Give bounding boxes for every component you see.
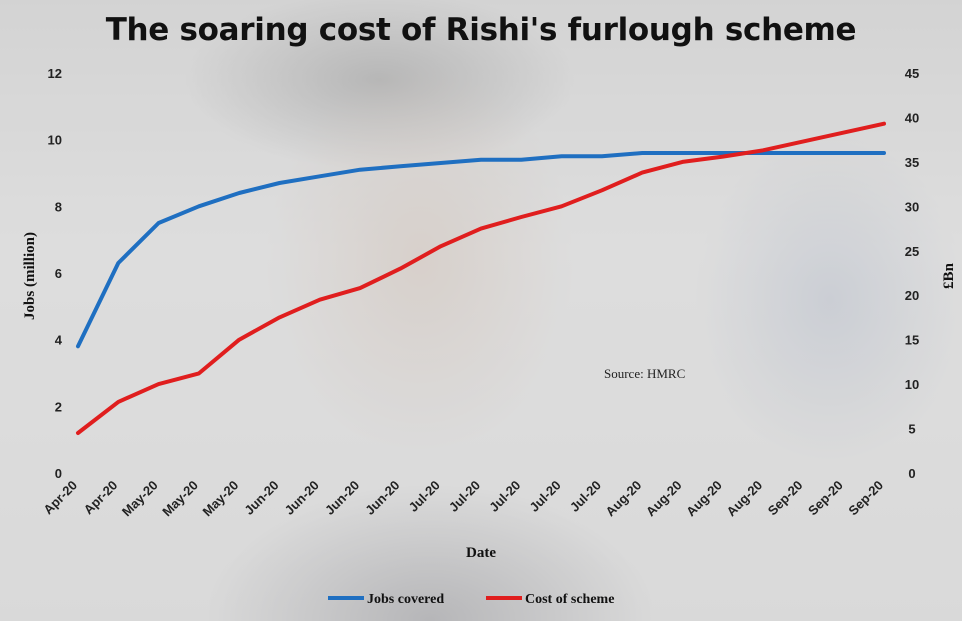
chart-title: The soaring cost of Rishi's furlough sch… <box>105 12 857 48</box>
x-tick-label: Apr-20 <box>40 478 80 518</box>
y2-tick-label: 40 <box>905 110 919 125</box>
left-axis-ticks: 0 2 4 6 8 10 12 <box>48 66 63 481</box>
y2-axis-title: £Bn <box>941 262 957 289</box>
x-tick-label: Aug-20 <box>603 478 645 520</box>
series-lines <box>76 121 886 435</box>
y2-tick-label: 0 <box>908 466 915 481</box>
x-axis-title: Date <box>466 545 496 561</box>
y2-tick-label: 5 <box>908 422 915 437</box>
x-tick-label: May-20 <box>159 478 201 520</box>
x-tick-label: Jul-20 <box>446 478 483 515</box>
source-annotation: Source: HMRC <box>604 366 685 381</box>
x-tick-label: May-20 <box>200 478 242 520</box>
y-axis-title: Jobs (million) <box>22 232 38 320</box>
y2-tick-label: 10 <box>905 377 919 392</box>
x-tick-label: Apr-20 <box>81 478 121 518</box>
y-tick-label: 8 <box>55 199 62 214</box>
series-line-cost-of-scheme <box>76 121 886 435</box>
y2-tick-label: 45 <box>905 66 919 81</box>
x-tick-label: Jun-20 <box>322 478 362 518</box>
x-tick-label: Sep-20 <box>805 478 846 519</box>
x-tick-label: May-20 <box>119 478 161 520</box>
y-tick-label: 4 <box>55 333 63 348</box>
y2-tick-label: 15 <box>905 333 919 348</box>
x-tick-label: Aug-20 <box>723 478 765 520</box>
right-axis-ticks: 0 5 10 15 20 25 30 35 40 45 <box>905 66 919 481</box>
x-tick-label: Sep-20 <box>845 478 886 519</box>
y2-tick-label: 25 <box>905 244 919 259</box>
y2-tick-label: 30 <box>905 199 919 214</box>
x-tick-label: Jul-20 <box>527 478 564 515</box>
x-tick-label: Jun-20 <box>241 478 281 518</box>
legend-label-jobs-covered: Jobs covered <box>367 592 444 607</box>
y-tick-label: 2 <box>55 399 62 414</box>
y2-tick-label: 35 <box>905 155 919 170</box>
legend: Jobs covered Cost of scheme <box>328 592 614 607</box>
y-tick-label: 10 <box>48 133 62 148</box>
x-tick-label: Aug-20 <box>683 478 725 520</box>
y-tick-label: 6 <box>55 266 62 281</box>
x-tick-label: Aug-20 <box>643 478 685 520</box>
y2-tick-label: 20 <box>905 288 919 303</box>
x-tick-label: Jul-20 <box>567 478 604 515</box>
legend-label-cost-of-scheme: Cost of scheme <box>525 592 614 607</box>
x-tick-label: Sep-20 <box>765 478 806 519</box>
x-tick-label: Jul-20 <box>486 478 523 515</box>
x-tick-label: Jul-20 <box>406 478 443 515</box>
x-tick-label: Jun-20 <box>362 478 402 518</box>
series-line-jobs-covered <box>76 151 886 349</box>
y-tick-label: 12 <box>48 66 62 81</box>
x-tick-label: Jun-20 <box>282 478 322 518</box>
y-tick-label: 0 <box>55 466 62 481</box>
